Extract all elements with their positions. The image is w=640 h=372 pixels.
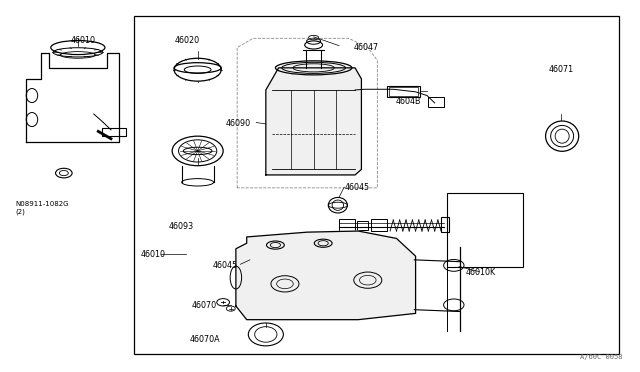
Polygon shape (236, 231, 415, 320)
Text: 46071: 46071 (548, 65, 573, 74)
Text: N08911-1082G
(2): N08911-1082G (2) (15, 201, 69, 215)
Text: 46045: 46045 (344, 183, 369, 192)
Text: 46010K: 46010K (465, 268, 495, 277)
Text: 46010: 46010 (140, 250, 165, 259)
Bar (389, 87, 418, 96)
Text: 46090: 46090 (226, 119, 251, 128)
Bar (102, 128, 126, 136)
Text: 46070: 46070 (191, 301, 216, 311)
Text: 46045: 46045 (213, 261, 238, 270)
Bar (339, 219, 355, 231)
Text: 46010: 46010 (70, 36, 95, 45)
Bar (447, 193, 523, 267)
Text: 46093: 46093 (168, 222, 193, 231)
Text: 4604B: 4604B (395, 97, 420, 106)
Text: A/60C 0058: A/60C 0058 (580, 354, 623, 360)
Bar (441, 217, 449, 232)
Text: 46070A: 46070A (189, 335, 220, 344)
Text: 46047: 46047 (353, 43, 378, 52)
Bar (134, 16, 620, 354)
Bar (371, 219, 387, 231)
Ellipse shape (275, 61, 352, 75)
Bar (357, 221, 369, 230)
Text: 46020: 46020 (175, 36, 200, 45)
Bar (428, 97, 444, 107)
Polygon shape (266, 68, 362, 175)
Bar (387, 86, 420, 97)
